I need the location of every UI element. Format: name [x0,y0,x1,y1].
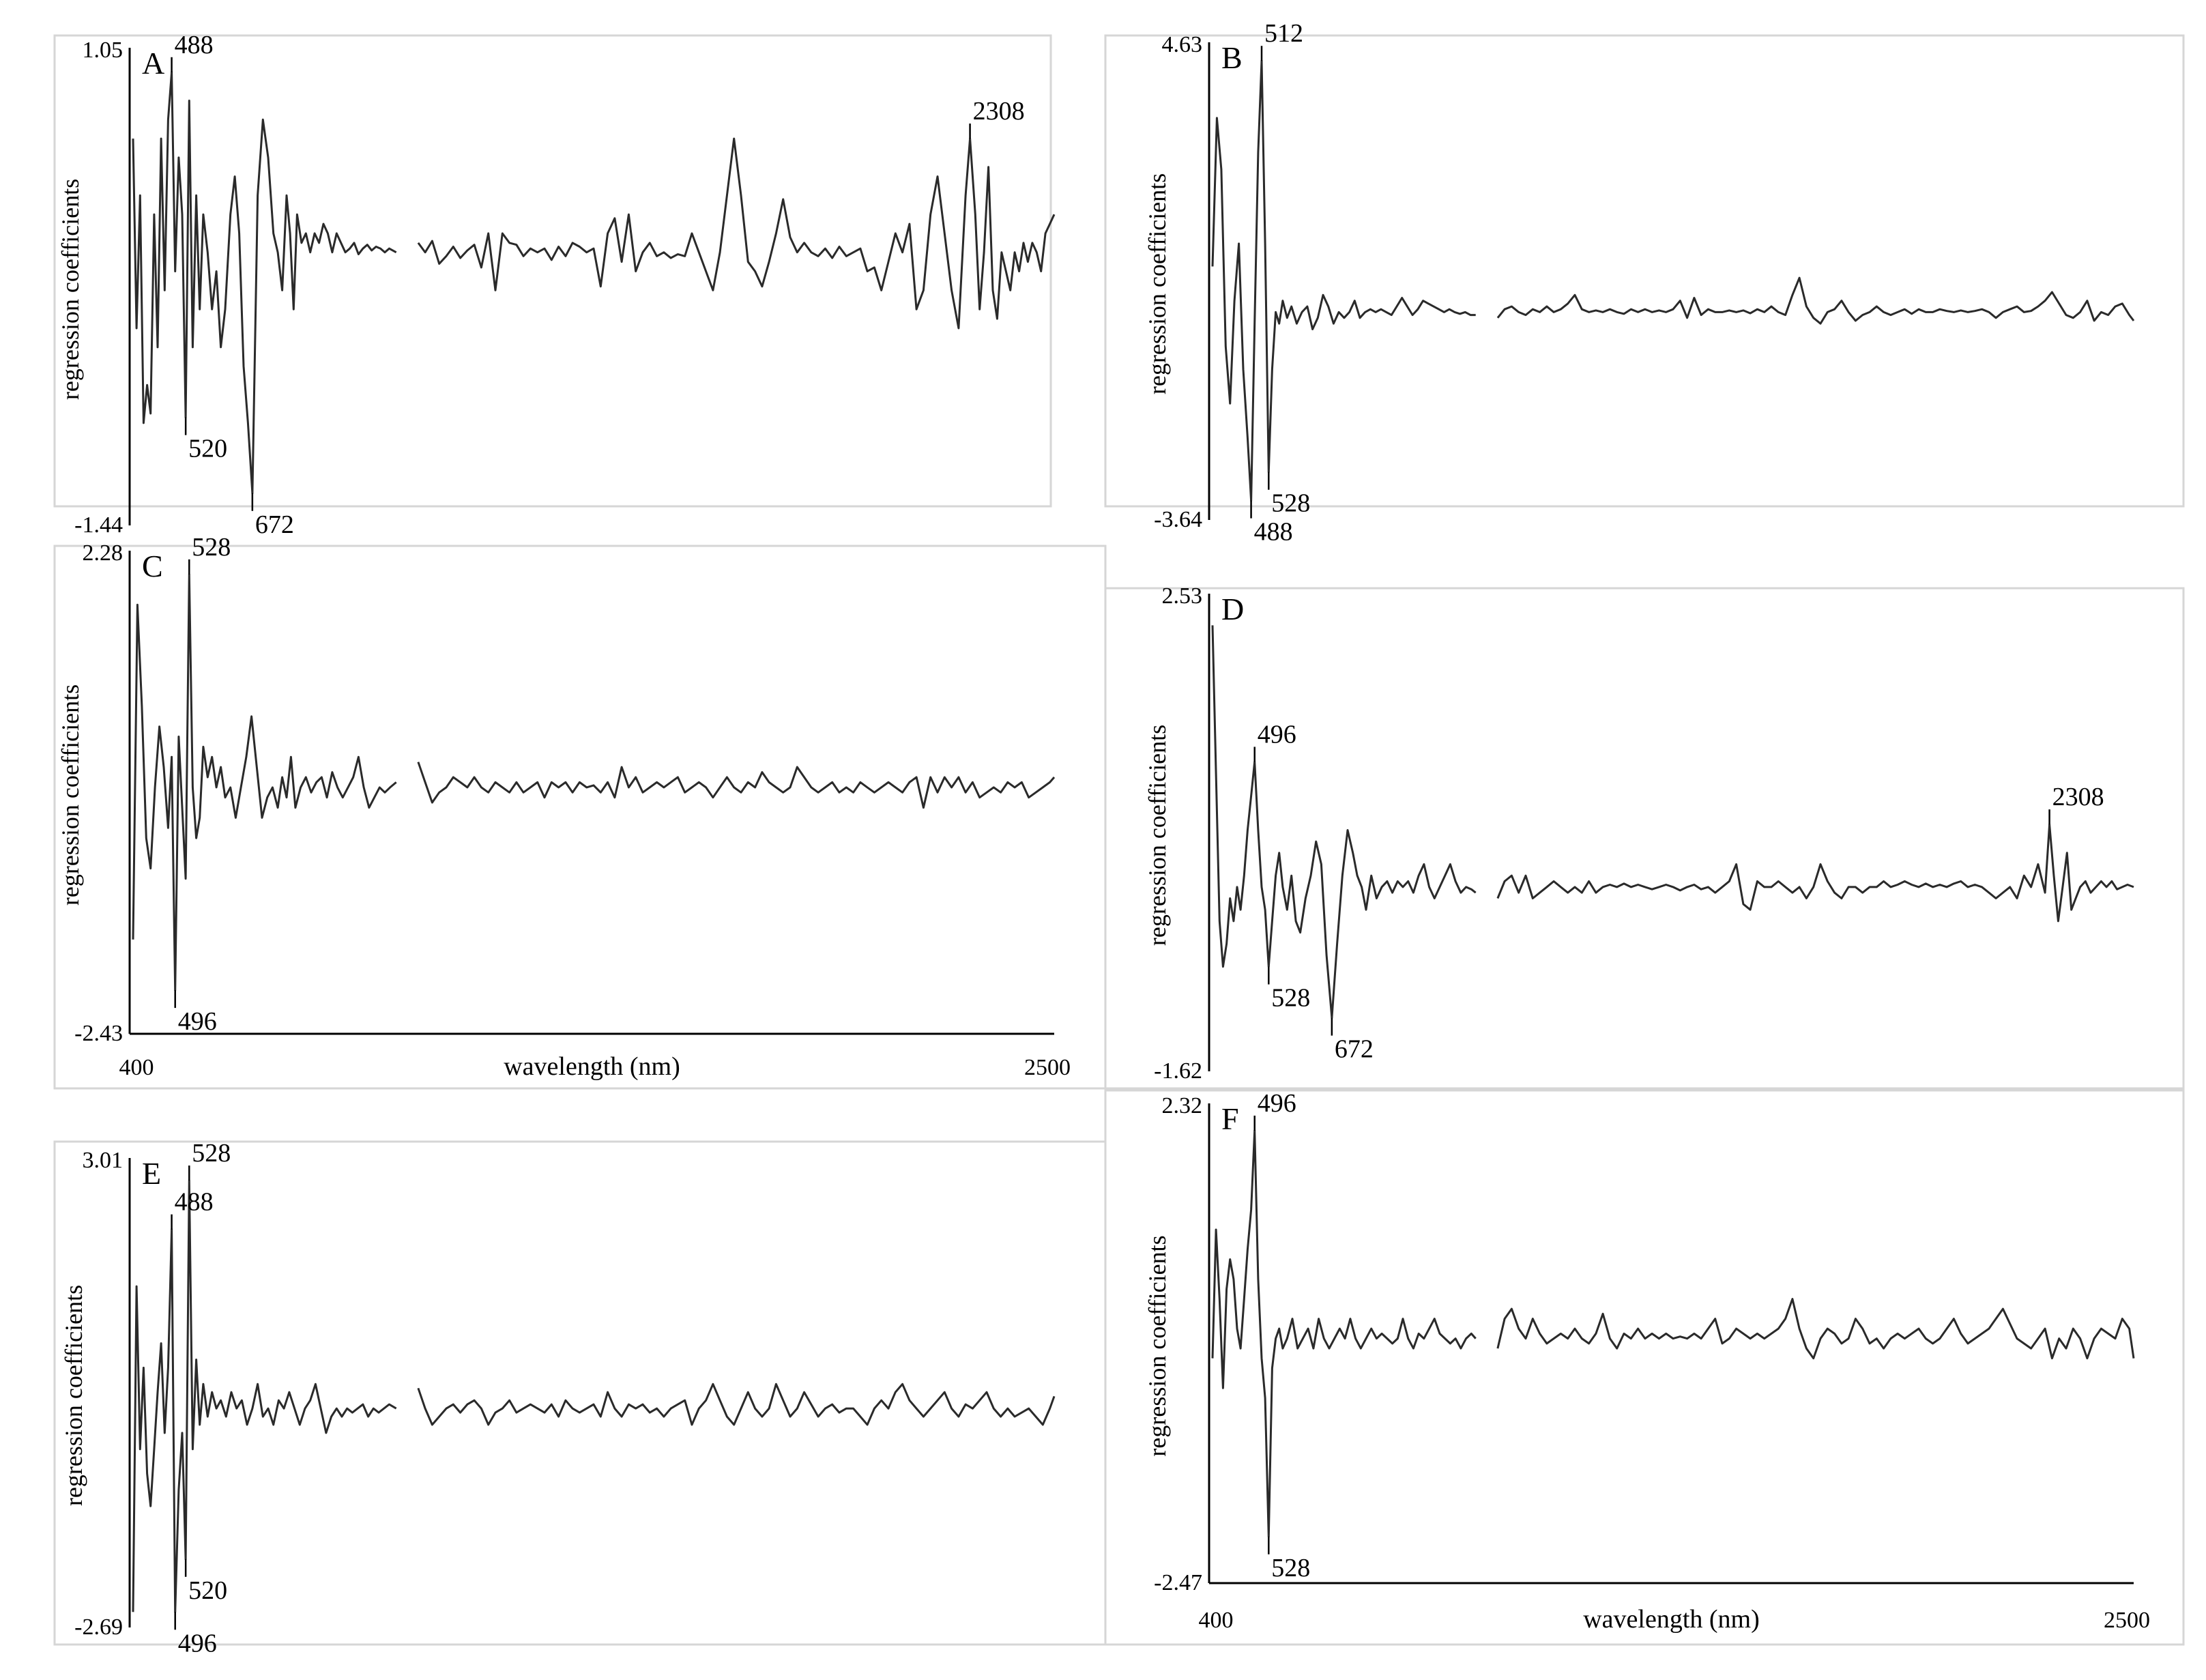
panel-a-frame [53,34,1052,508]
panel-c-xtick-end: 2500 [1024,1055,1071,1080]
panel-d-peak-label-2308: 2308 [2052,783,2104,811]
panel-a-series-line-vis-nir [132,71,397,495]
panel-f: 2.32 -2.47 regression coefficients F 400 2500… [1104,1089,2185,1646]
panel-c-series-line-vis-nir [132,573,397,991]
panel-c-ytick-bottom: -2.43 [74,1021,123,1046]
panel-d-ytick-bottom: -1.62 [1154,1058,1202,1084]
panel-f-ytick-top: 2.32 [1162,1093,1203,1118]
panel-f-frame [1104,1089,2185,1646]
panel-b-peak-label-528: 528 [1271,489,1310,518]
panel-f-ylabel: regression coefficients [1144,1235,1171,1456]
panel-d-peak-label-528: 528 [1271,984,1310,1013]
panel-c-ylabel: regression coefficients [57,684,84,906]
panel-b-peak-label-512: 512 [1264,19,1303,48]
panel-b-ylabel: regression coefficients [1144,173,1171,394]
panel-a-peak-label-520: 520 [188,435,227,463]
panel-d-ylabel: regression coefficients [1144,725,1171,946]
panel-f-series-line-vis-nir [1211,1129,1477,1538]
panel-e-peak-label-528: 528 [192,1139,231,1168]
panel-c-xlabel: wavelength (nm) [504,1052,680,1081]
panel-b-letter: B [1221,40,1243,75]
panel-d-peak-label-496: 496 [1258,720,1296,749]
panel-e-series-line-vis-nir [132,1179,397,1613]
panel-b-series-line-swir [1496,276,2135,325]
panel-a-peak-label-488: 488 [175,31,214,59]
panel-e-ytick-top: 3.01 [83,1148,124,1173]
panel-f-series-line-swir [1496,1298,2135,1360]
panel-d-series-line-swir [1496,823,2134,923]
panel-d: 2.53 -1.62 regression coefficients D 496 528 6… [1104,583,2185,1090]
panel-b: 4.63 -3.64 regression coefficients B 512 5284… [1104,19,2185,547]
panel-e-series-line-swir [417,1382,1056,1426]
panel-c-peak-label-496: 496 [178,1007,217,1036]
panel-f-peak-label-496: 496 [1258,1089,1296,1118]
panel-f-letter: F [1221,1101,1239,1136]
panel-f-xtick-end: 2500 [2104,1608,2150,1633]
panel-e-ylabel: regression coefficients [60,1285,87,1506]
panel-f-peak-label-528: 528 [1271,1554,1310,1582]
panel-d-letter: D [1221,592,1244,626]
panel-e-peak-label-496: 496 [178,1629,217,1657]
panel-d-peak-label-672: 672 [1335,1035,1374,1064]
panel-a-ytick-bottom: -1.44 [74,512,123,538]
panel-c-ytick-top: 2.28 [83,540,124,566]
panel-c-xtick-start: 400 [119,1055,154,1080]
panel-e-peak-label-488: 488 [175,1188,214,1217]
panel-a-peak-label-2308: 2308 [973,97,1025,126]
panel-a-peak-label-672: 672 [255,510,294,539]
panel-e-peak-label-520: 520 [188,1576,227,1605]
panel-a-ytick-top: 1.05 [83,38,124,63]
panel-d-ytick-top: 2.53 [1162,583,1203,609]
panel-c-peak-label-528: 528 [192,533,231,562]
panel-f-xlabel: wavelength (nm) [1583,1605,1760,1634]
panel-b-peak-label-488: 488 [1254,518,1293,547]
panel-a-letter: A [142,46,164,81]
panel-e-ytick-bottom: -2.69 [74,1614,123,1640]
panel-b-ytick-top: 4.63 [1162,32,1203,57]
panel-a: 1.05 -1.44 regression coefficients A 488 520 6… [53,31,1056,539]
panel-e-letter: E [142,1156,161,1191]
panel-e: 3.01 -2.69 regression coefficients E 488 528 5… [53,1139,1107,1657]
panel-d-series-line-vis-nir [1211,625,1477,1019]
panel-b-series-line-vis-nir [1211,59,1476,502]
panel-d-frame [1104,587,2185,1090]
panel-f-xtick-start: 400 [1199,1608,1234,1633]
panel-c-series-line-swir [417,762,1056,809]
panel-a-ylabel: regression coefficients [57,179,84,400]
panel-a-series-line-swir [417,137,1056,330]
panel-c: 2.28 -2.43 regression coefficients C 400 2500… [53,533,1107,1090]
panel-c-letter: C [142,549,163,583]
panel-b-frame [1104,34,2185,508]
panel-b-ytick-bottom: -3.64 [1154,507,1202,532]
panel-f-ytick-bottom: -2.47 [1154,1570,1202,1595]
